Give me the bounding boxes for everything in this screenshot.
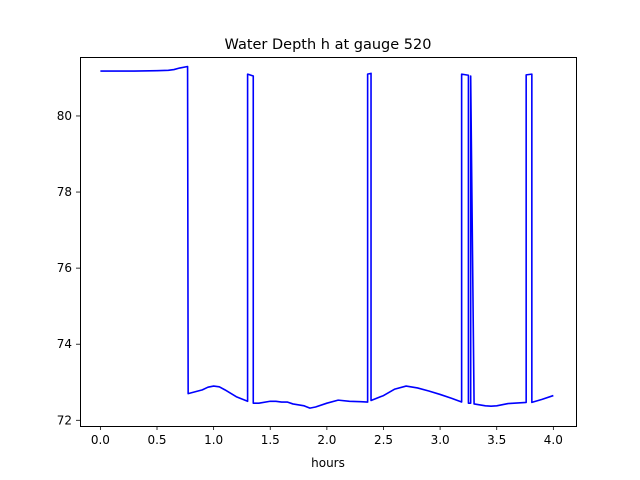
y-tick-label: 72 xyxy=(57,413,72,427)
y-tick-label: 74 xyxy=(57,337,72,351)
chart-title: Water Depth h at gauge 520 xyxy=(225,37,432,53)
plot-area xyxy=(100,65,554,409)
y-tick-label: 78 xyxy=(57,185,72,199)
x-tick-label: 0.5 xyxy=(147,433,166,447)
x-tick-label: 3.0 xyxy=(431,433,450,447)
x-tick-label: 1.0 xyxy=(204,433,223,447)
x-axis-label: hours xyxy=(311,456,345,470)
x-tick-label: 2.0 xyxy=(317,433,336,447)
x-axis: 0.0 0.5 1.0 1.5 2.0 2.5 3.0 3.5 4.0 xyxy=(91,426,563,447)
y-tick-label: 80 xyxy=(57,109,72,123)
x-tick-label: 0.0 xyxy=(91,433,110,447)
plot-frame xyxy=(80,57,577,427)
y-tick-label: 76 xyxy=(57,261,72,275)
x-tick-label: 3.5 xyxy=(487,433,506,447)
x-tick-label: 4.0 xyxy=(544,433,563,447)
x-tick-label: 1.5 xyxy=(261,433,280,447)
x-tick-label: 2.5 xyxy=(374,433,393,447)
y-axis: 72 74 76 78 80 xyxy=(57,109,80,427)
series-line xyxy=(100,65,554,409)
